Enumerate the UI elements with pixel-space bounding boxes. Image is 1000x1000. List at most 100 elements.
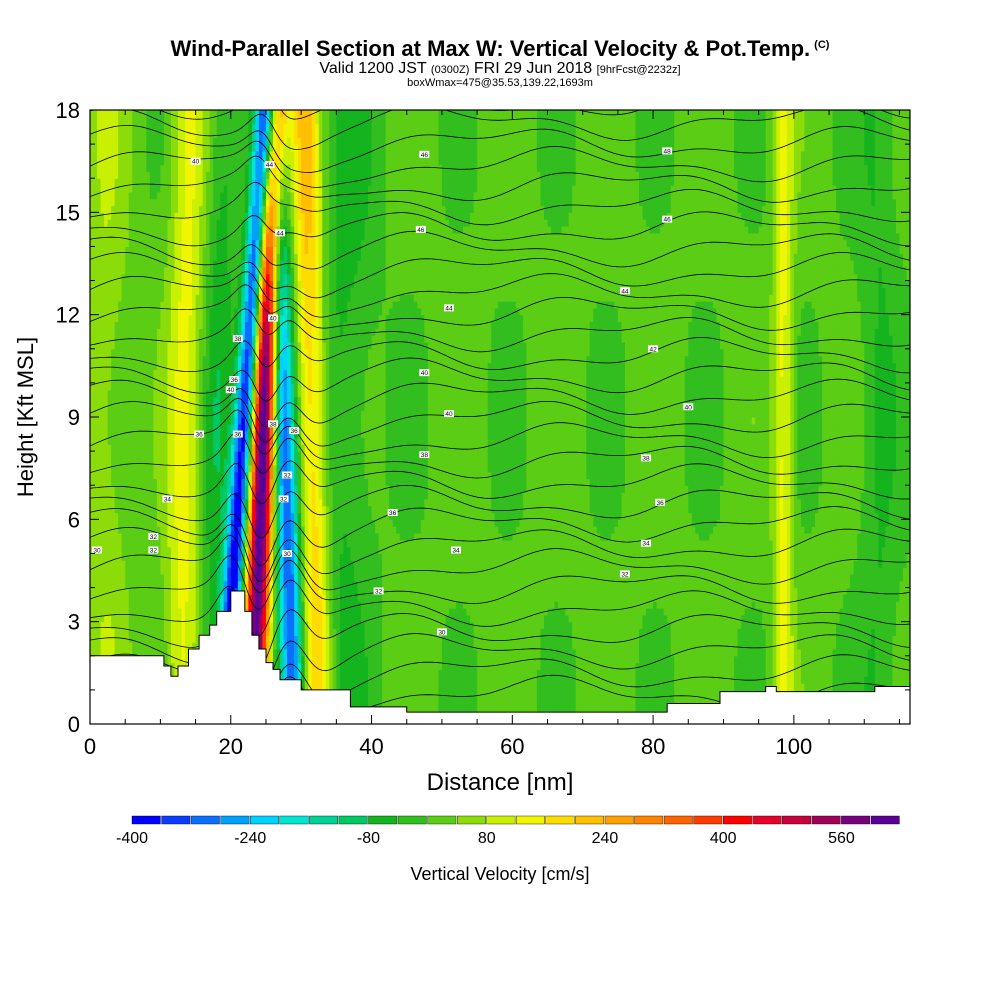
velocity-cell <box>318 683 323 691</box>
velocity-cell <box>586 662 591 671</box>
velocity-cell <box>519 635 524 643</box>
velocity-cell <box>572 648 577 657</box>
velocity-cell <box>177 594 183 602</box>
velocity-cell <box>628 628 633 636</box>
velocity-cell <box>786 676 791 684</box>
velocity-cell <box>642 669 647 677</box>
velocity-cell <box>698 696 703 705</box>
velocity-cell <box>118 642 123 650</box>
velocity-cell <box>846 601 851 609</box>
velocity-cell <box>153 573 158 582</box>
velocity-cell <box>308 621 313 630</box>
velocity-cell <box>392 662 397 671</box>
velocity-cell <box>568 594 573 602</box>
velocity-cell <box>860 669 865 677</box>
velocity-cell <box>667 655 672 664</box>
velocity-cell <box>674 628 679 636</box>
velocity-cell <box>452 642 457 650</box>
velocity-cell <box>610 696 615 705</box>
velocity-cell <box>216 573 221 582</box>
velocity-cell <box>332 587 337 595</box>
velocity-cell <box>491 662 496 671</box>
velocity-cell <box>213 587 218 595</box>
velocity-cell <box>353 635 359 643</box>
velocity-cell <box>346 580 352 589</box>
velocity-cell <box>589 608 594 616</box>
velocity-cell <box>543 580 549 589</box>
velocity-cell <box>149 614 154 623</box>
velocity-cell <box>660 587 665 595</box>
velocity-cell <box>586 703 591 711</box>
velocity-cell <box>420 655 425 664</box>
velocity-cell <box>406 614 411 623</box>
velocity-cell <box>716 621 721 630</box>
valid-utc: (0300Z) <box>431 64 470 76</box>
velocity-cell <box>452 608 457 616</box>
velocity-cell <box>434 648 440 657</box>
velocity-cell <box>561 662 566 671</box>
velocity-cell <box>332 642 337 650</box>
velocity-cell <box>691 648 696 657</box>
velocity-cell <box>368 662 373 671</box>
velocity-cell <box>353 676 359 684</box>
velocity-cell <box>878 642 883 650</box>
velocity-cell <box>790 628 795 636</box>
velocity-cell <box>343 662 348 671</box>
velocity-cell <box>441 669 447 677</box>
velocity-cell <box>656 614 661 623</box>
velocity-cell <box>734 621 739 630</box>
velocity-cell <box>846 628 851 636</box>
velocity-cell <box>575 608 580 616</box>
velocity-cell <box>463 608 468 616</box>
velocity-cell <box>871 587 876 595</box>
velocity-cell <box>723 580 728 589</box>
velocity-cell <box>899 621 904 630</box>
velocity-cell <box>603 642 608 650</box>
velocity-cell <box>473 642 478 650</box>
velocity-cell <box>459 601 464 609</box>
velocity-cell <box>128 642 133 650</box>
velocity-cell <box>656 662 661 671</box>
velocity-cell <box>797 676 802 684</box>
velocity-cell <box>280 662 285 671</box>
velocity-cell <box>642 676 647 684</box>
velocity-cell <box>353 648 359 657</box>
velocity-cell <box>635 669 640 677</box>
velocity-cell <box>128 614 133 623</box>
velocity-cell <box>843 580 848 589</box>
velocity-cell <box>339 662 344 671</box>
velocity-cell <box>674 601 679 609</box>
velocity-cell <box>793 621 798 630</box>
velocity-cell <box>396 635 401 643</box>
velocity-cell <box>568 703 573 711</box>
velocity-cell <box>843 601 848 609</box>
velocity-cell <box>670 580 675 589</box>
velocity-cell <box>860 608 865 616</box>
velocity-cell <box>350 669 355 677</box>
velocity-cell <box>885 594 890 602</box>
velocity-cell <box>698 594 703 602</box>
velocity-cell <box>734 628 739 636</box>
velocity-cell <box>512 608 517 616</box>
velocity-cell <box>364 689 369 698</box>
velocity-cell <box>480 628 485 636</box>
velocity-cell <box>97 642 102 650</box>
velocity-cell <box>793 587 798 595</box>
velocity-cell <box>607 621 612 630</box>
velocity-cell <box>385 573 390 582</box>
velocity-cell <box>600 669 605 677</box>
velocity-cell <box>846 648 851 657</box>
velocity-cell <box>846 608 851 616</box>
velocity-cell <box>301 573 306 582</box>
velocity-cell <box>156 587 161 595</box>
velocity-cell <box>368 669 373 677</box>
velocity-cell <box>413 669 418 677</box>
velocity-cell <box>424 573 429 582</box>
velocity-cell <box>477 621 482 630</box>
velocity-cell <box>508 635 513 643</box>
velocity-cell <box>251 628 257 636</box>
velocity-cell <box>273 621 278 630</box>
velocity-cell <box>850 628 855 636</box>
velocity-cell <box>445 648 450 657</box>
velocity-cell <box>463 594 468 602</box>
